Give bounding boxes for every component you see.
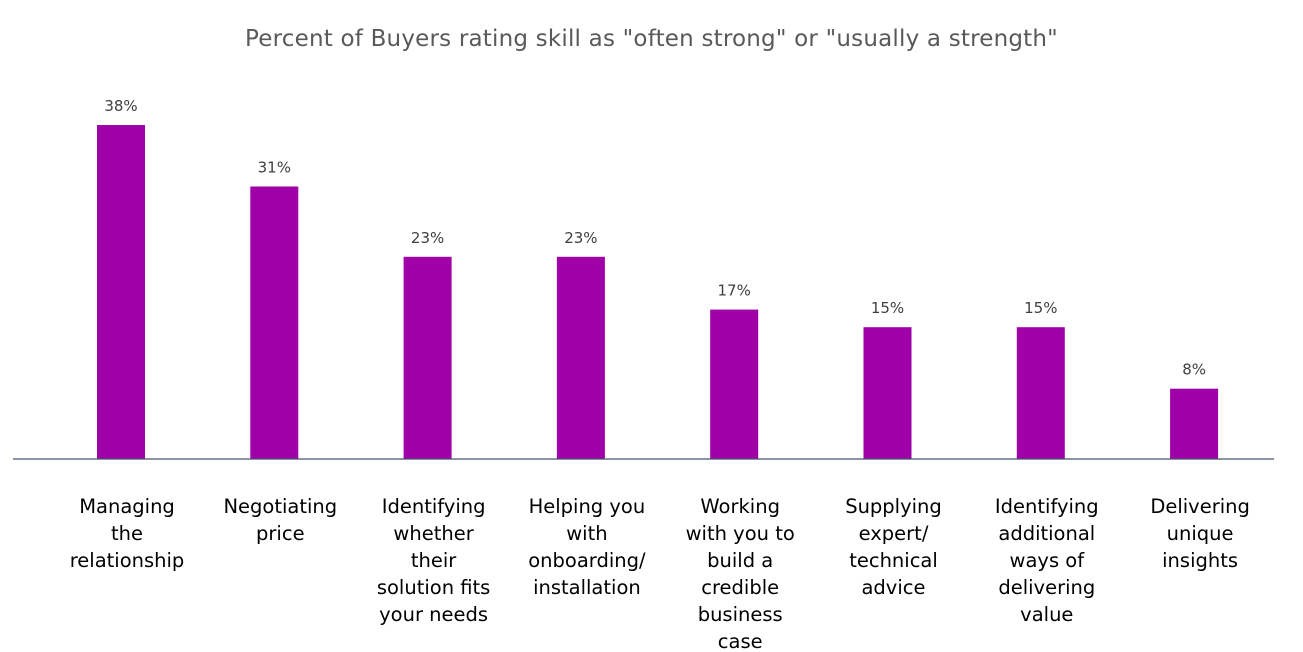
bar-8 [1170,388,1219,459]
category-label-line: value [1020,603,1073,626]
category-label-line: Negotiating [223,495,337,518]
category-label-1: Managing the relationship [70,495,185,572]
category-label-line: expert/ [859,522,929,545]
category-label-line: onboarding/ [528,549,646,572]
category-label-3: Identifying whether their solution fits your… [377,495,491,626]
category-label-6: Supplying expert/technical advice [845,495,942,599]
category-label-line: price [256,522,305,545]
bar-5 [710,309,759,459]
data-label-8: 8% [1182,361,1206,379]
chart-title: Percent of Buyers rating skill as "often… [245,26,1058,52]
data-label-5: 17% [718,282,751,300]
category-label-line: the [111,522,143,545]
value-labels-layer: 38% 31% 23% 23% 17% 15% 15% 8% [104,97,1206,379]
data-label-6: 15% [871,299,904,317]
category-label-line: unique [1167,522,1234,545]
bar-1 [97,125,145,459]
category-label-line: ways of [1010,549,1086,572]
category-label-8: Delivering unique insights [1150,495,1250,572]
category-label-line: business [698,603,783,626]
category-label-5: Working with you to build a credible busines… [686,495,795,652]
category-label-line: Helping you [529,495,646,518]
category-label-line: your needs [379,603,488,626]
category-label-line: installation [533,576,641,599]
category-label-line: their [411,549,457,572]
category-label-line: with [566,522,607,545]
data-label-1: 38% [104,97,137,115]
category-label-line: Working [700,495,780,518]
category-label-line: case [718,630,763,652]
category-label-line: Identifying [382,495,486,518]
bar-3 [403,256,452,459]
category-label-line: solution fits [377,576,491,599]
category-label-line: additional [998,522,1095,545]
category-label-line: Delivering [1150,495,1250,518]
category-label-4: Helping you with onboarding/installation [528,495,646,599]
category-label-line: advice [861,576,925,599]
category-label-line: whether [393,522,474,545]
category-label-line: delivering [998,576,1095,599]
bar-6 [863,327,912,459]
bars-layer [97,125,1219,459]
category-label-line: credible [701,576,779,599]
bar-7 [1016,327,1065,459]
bar-4 [556,256,605,459]
category-label-2: Negotiating price [223,495,337,545]
category-label-line: with you to [686,522,795,545]
category-label-line: Supplying [845,495,942,518]
data-label-3: 23% [411,229,444,247]
data-label-7: 15% [1024,299,1057,317]
category-label-line: Managing [79,495,175,518]
category-label-line: technical [849,549,938,572]
category-label-line: insights [1162,549,1238,572]
category-label-line: build a [707,549,773,572]
category-label-line: Identifying [995,495,1099,518]
category-label-7: Identifying additional ways of delivering va… [995,495,1099,626]
bar-2 [250,186,299,459]
data-label-4: 23% [564,229,597,247]
category-label-line: relationship [70,549,185,572]
data-label-2: 31% [258,159,291,177]
category-labels-layer: Managing the relationship Negotiating price I… [70,495,1250,652]
